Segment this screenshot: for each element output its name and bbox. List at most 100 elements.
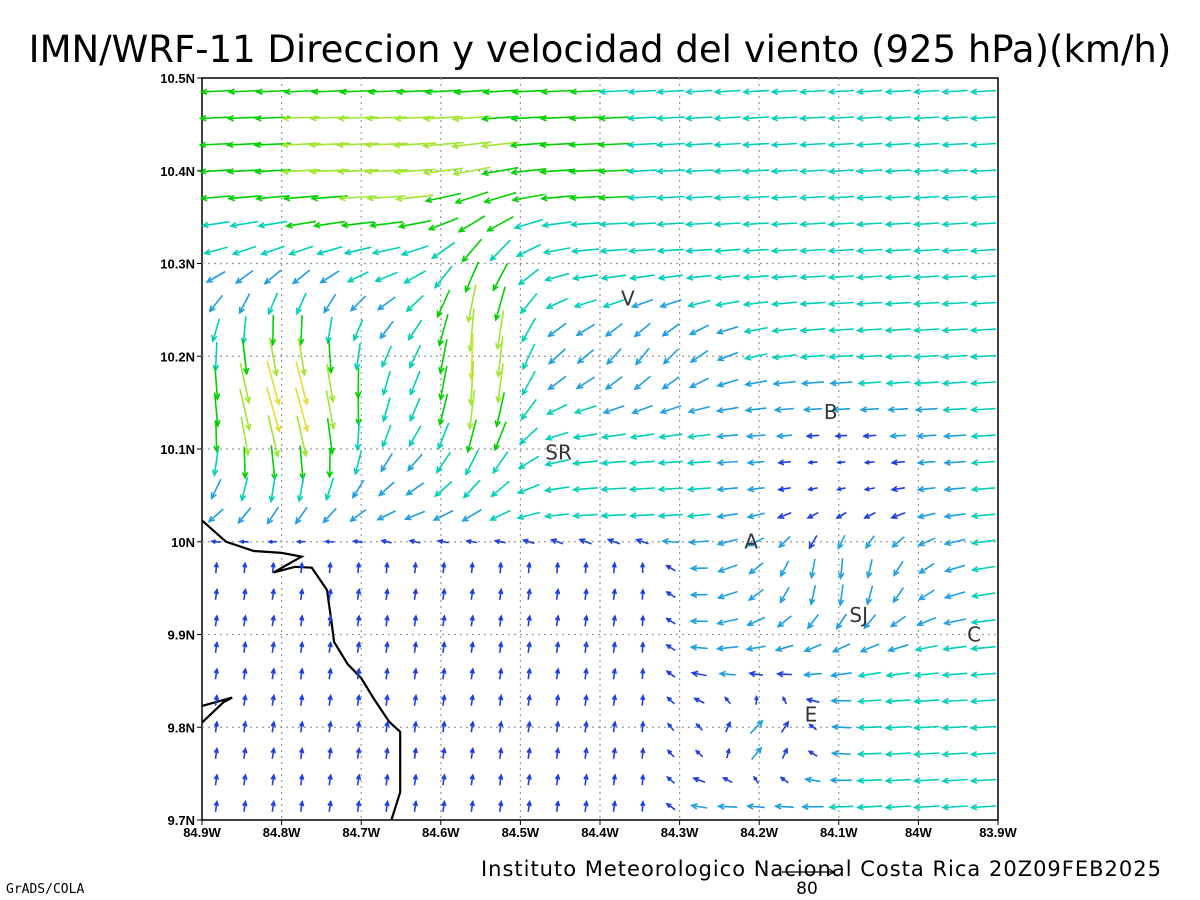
wind-head xyxy=(274,425,282,434)
wind-vector xyxy=(308,141,350,149)
wind-shaft xyxy=(744,301,769,306)
wind-shaft xyxy=(914,699,940,703)
wind-shaft xyxy=(214,341,218,371)
wind-head xyxy=(969,645,978,652)
wind-vector xyxy=(355,693,362,706)
wind-shaft xyxy=(802,381,824,385)
wind-vector xyxy=(213,640,220,653)
wind-vector xyxy=(942,645,967,652)
wind-vector xyxy=(746,616,766,626)
wind-vector xyxy=(718,670,736,678)
wind-vector xyxy=(827,353,854,361)
wind-vector xyxy=(913,353,940,361)
wind-head xyxy=(665,564,672,570)
wind-vector xyxy=(863,614,877,630)
wind-vector xyxy=(611,587,618,600)
wind-vector xyxy=(513,218,543,230)
wind-shaft xyxy=(858,778,882,782)
wind-head xyxy=(498,693,504,701)
wind-shaft xyxy=(943,645,967,650)
wind-shaft xyxy=(399,219,432,228)
wind-vector xyxy=(489,239,511,262)
wind-head xyxy=(693,697,700,703)
wind-vector xyxy=(600,485,627,493)
wind-vector xyxy=(242,640,248,653)
wind-shaft xyxy=(943,328,968,332)
wind-head xyxy=(770,220,779,228)
wind-vector xyxy=(914,644,938,653)
wind-head xyxy=(611,799,618,807)
wind-head xyxy=(571,459,580,467)
wind-shaft xyxy=(715,222,741,226)
wind-head xyxy=(611,720,618,727)
wind-head xyxy=(227,88,236,96)
wind-head xyxy=(912,273,921,281)
wind-head xyxy=(836,460,842,465)
wind-head xyxy=(943,459,951,466)
wind-head xyxy=(513,223,522,230)
wind-vector xyxy=(744,380,768,388)
wind-shaft xyxy=(657,116,685,120)
wind-vector xyxy=(469,667,475,680)
wind-shaft xyxy=(800,89,826,93)
wind-shaft xyxy=(914,301,940,305)
wind-vector xyxy=(830,723,851,731)
wind-shaft xyxy=(424,167,464,174)
wind-shaft xyxy=(829,301,854,305)
wind-head xyxy=(469,799,475,807)
wind-head xyxy=(885,379,894,387)
wind-vector xyxy=(628,512,655,519)
wind-vector xyxy=(770,194,798,202)
place-label: E xyxy=(805,702,818,726)
wind-vector xyxy=(798,220,826,228)
wind-vector xyxy=(239,388,252,432)
wind-vector xyxy=(241,338,250,376)
wind-vector xyxy=(855,88,883,96)
wind-head xyxy=(268,495,276,504)
wind-vector xyxy=(299,614,305,627)
wind-vector xyxy=(599,247,628,255)
wind-shaft xyxy=(717,618,739,625)
wind-shaft xyxy=(576,376,595,389)
wind-shaft xyxy=(630,460,655,464)
wind-shaft xyxy=(599,116,629,120)
wind-head xyxy=(469,561,475,568)
wind-head xyxy=(741,88,750,96)
wind-vector xyxy=(716,590,738,600)
wind-shaft xyxy=(320,270,340,284)
wind-shaft xyxy=(296,415,307,456)
wind-vector xyxy=(746,512,765,520)
wind-head xyxy=(713,167,721,175)
wind-vector xyxy=(282,88,319,96)
wind-shaft xyxy=(772,89,798,93)
wind-head xyxy=(355,799,362,807)
wind-head xyxy=(688,329,697,336)
wind-vector xyxy=(242,720,248,733)
wind-vector xyxy=(634,538,649,545)
wind-head xyxy=(912,750,921,758)
wind-head xyxy=(441,799,447,807)
wind-head xyxy=(319,277,327,284)
wind-vector xyxy=(517,455,540,470)
lon-tick-label: 84.7W xyxy=(342,825,380,840)
wind-shaft xyxy=(267,415,279,457)
wind-head xyxy=(438,393,445,402)
wind-vector xyxy=(781,747,788,759)
wind-vector xyxy=(241,446,249,480)
wind-head xyxy=(884,697,893,705)
wind-vector xyxy=(568,114,602,122)
wind-head xyxy=(469,667,475,674)
wind-head xyxy=(725,720,731,728)
wind-vector xyxy=(270,640,276,653)
wind-shaft xyxy=(268,337,278,376)
wind-head xyxy=(626,141,635,149)
wind-vector xyxy=(295,539,306,545)
wind-shaft xyxy=(519,427,539,445)
wind-shaft xyxy=(800,169,826,173)
wind-vector xyxy=(291,269,311,285)
wind-vector xyxy=(355,393,362,427)
wind-shaft xyxy=(972,460,996,464)
wind-shaft xyxy=(858,726,882,729)
wind-vector xyxy=(327,693,333,706)
wind-head xyxy=(309,114,317,122)
